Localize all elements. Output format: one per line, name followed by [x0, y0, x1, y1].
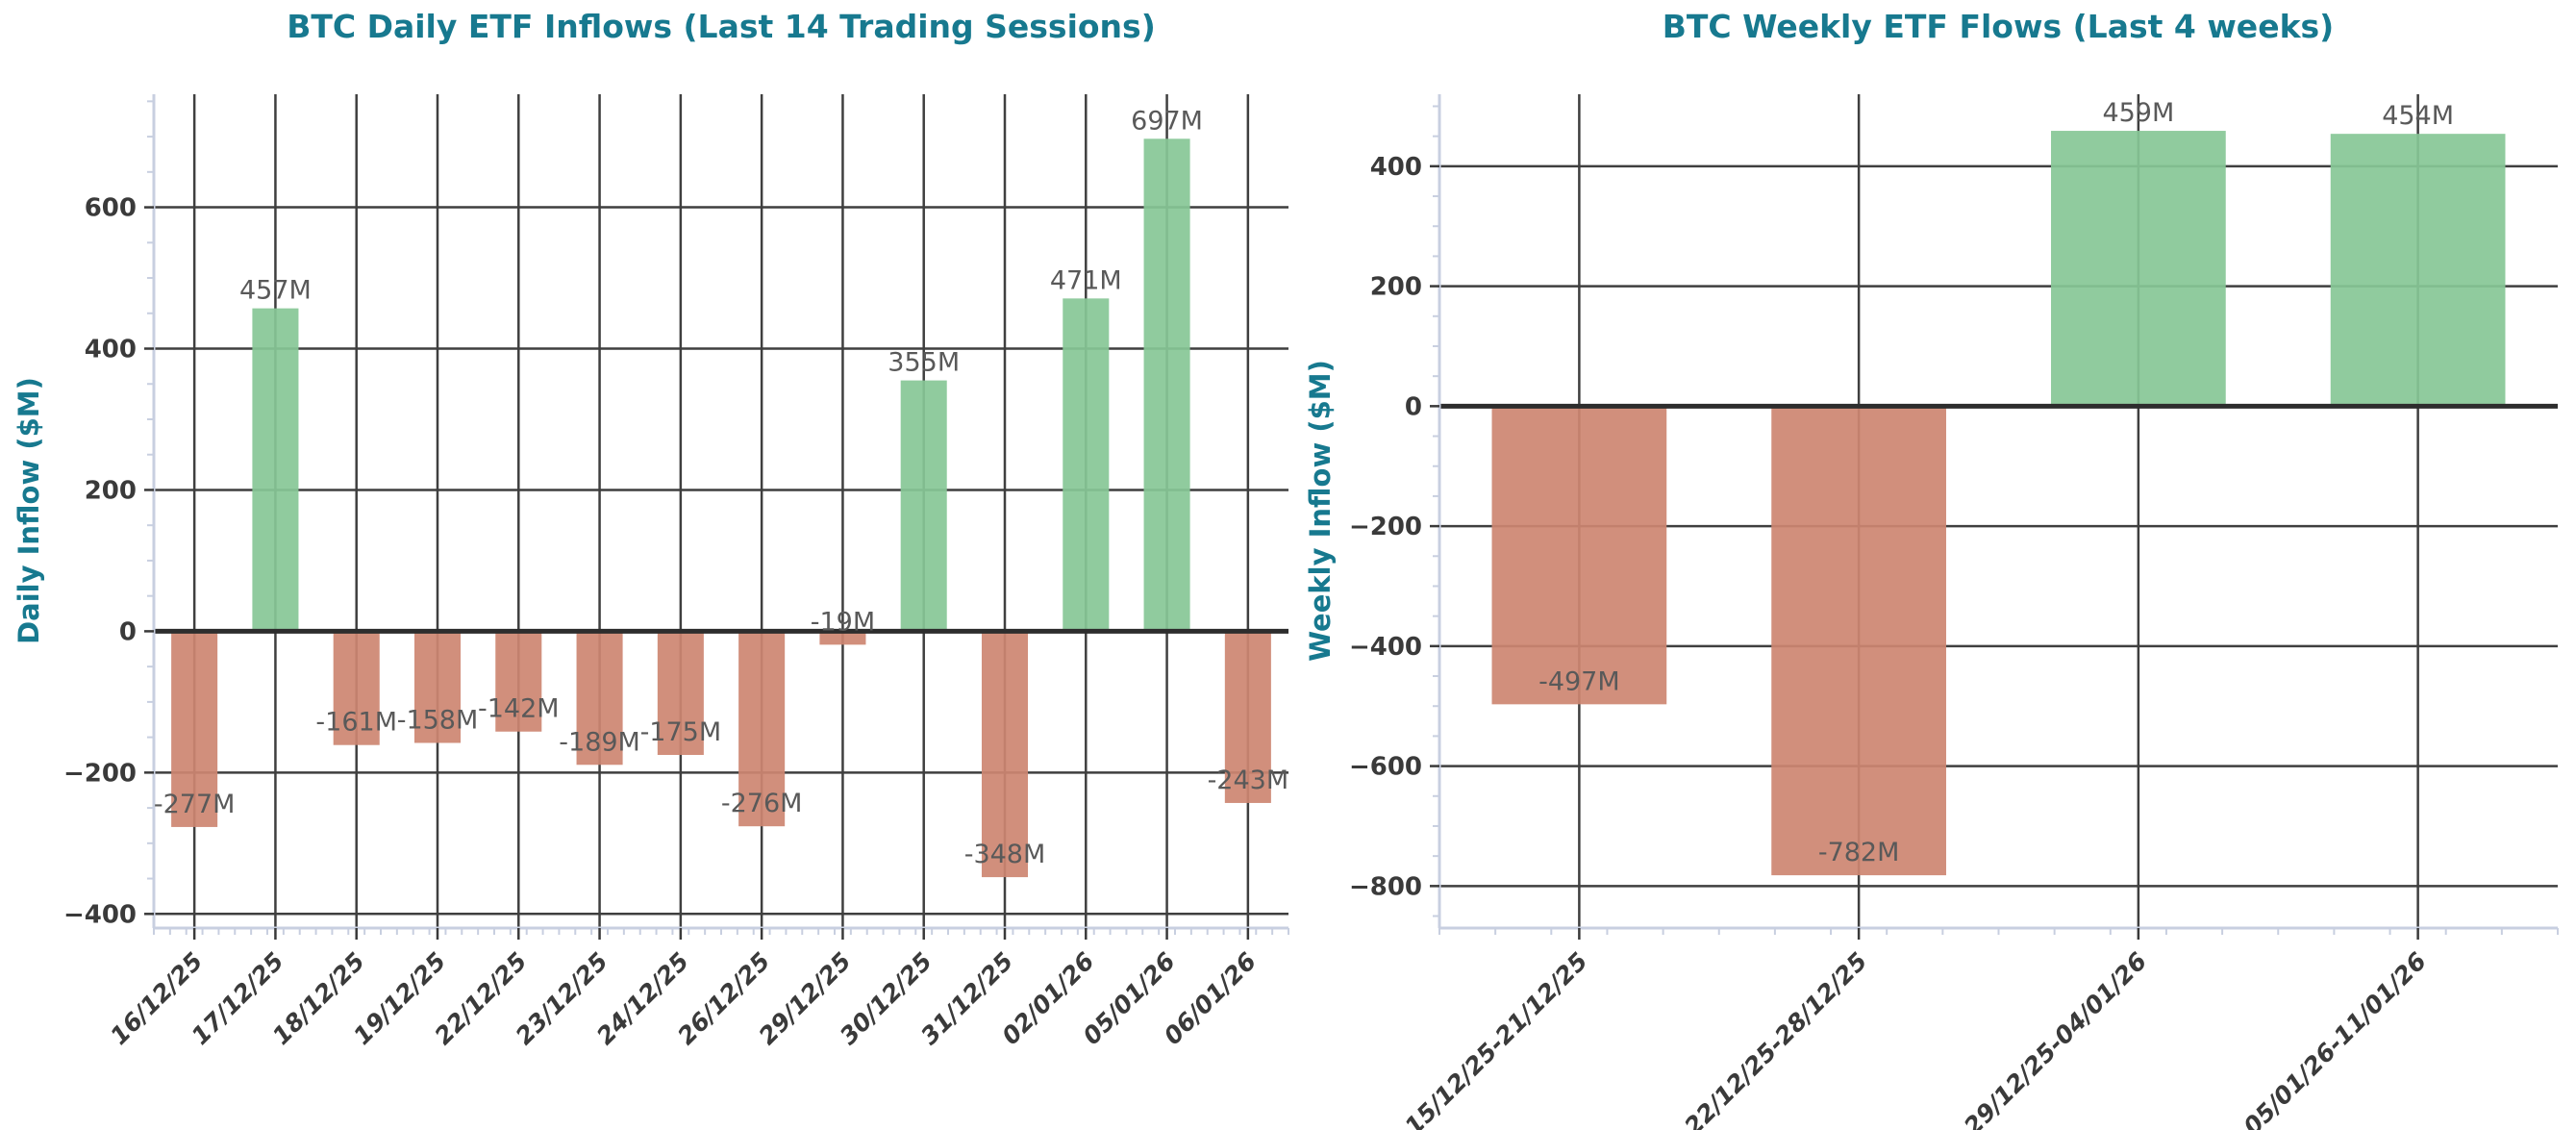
positive-bar	[900, 380, 947, 632]
negative-bar	[1224, 631, 1271, 803]
y-tick-label: −200	[63, 759, 137, 788]
bar-value-label: 697M	[1131, 106, 1203, 136]
y-tick-label: 400	[85, 336, 137, 364]
negative-bar	[657, 631, 704, 755]
y-tick-label: −400	[63, 900, 137, 929]
positive-bar	[2330, 134, 2506, 407]
x-tick-label: 15/12/25-21/12/25	[1399, 947, 1592, 1130]
bar-value-label: -175M	[640, 717, 722, 747]
y-tick-label: 200	[85, 476, 137, 505]
bar-value-label: -348M	[964, 840, 1046, 869]
negative-bar	[1491, 406, 1667, 705]
weekly-y-axis-label: Weekly Inflow ($M)	[1304, 360, 1337, 662]
weekly-chart-title: BTC Weekly ETF Flows (Last 4 weeks)	[1662, 8, 2335, 45]
negative-bar	[413, 631, 462, 743]
x-tick-label: 22/12/25-28/12/25	[1679, 947, 1872, 1130]
negative-bar	[819, 631, 866, 645]
daily-chart-title: BTC Daily ETF Inflows (Last 14 Trading S…	[287, 8, 1156, 45]
y-tick-label: 0	[1405, 392, 1422, 421]
y-tick-label: −800	[1349, 872, 1422, 901]
bar-value-label: -189M	[559, 727, 640, 757]
bar-value-label: -19M	[811, 607, 875, 637]
negative-bar	[1771, 406, 1946, 876]
negative-bar	[171, 631, 218, 827]
negative-bar	[738, 631, 786, 827]
y-tick-label: −400	[1349, 633, 1422, 662]
bar-value-label: -243M	[1208, 766, 1289, 795]
y-tick-label: −200	[1349, 513, 1422, 541]
y-tick-label: 0	[119, 617, 137, 646]
bar-value-label: -497M	[1538, 666, 1620, 696]
positive-bar	[2051, 131, 2226, 407]
bar-value-label: -276M	[721, 789, 803, 818]
bar-value-label: -158M	[397, 705, 479, 735]
bar-value-label: -277M	[154, 790, 236, 819]
negative-bar	[981, 631, 1029, 878]
positive-bar	[1063, 298, 1110, 632]
x-tick-label: 29/12/25-04/01/26	[1959, 947, 2152, 1130]
daily-y-axis-label: Daily Inflow ($M)	[13, 377, 45, 644]
bar-value-label: 471M	[1050, 265, 1122, 295]
y-tick-label: 600	[85, 194, 137, 223]
bar-value-label: 459M	[2102, 98, 2174, 128]
y-tick-label: 400	[1370, 153, 1422, 182]
daily-plot-area: 6004002000−200−40016/12/2517/12/2518/12/…	[63, 94, 1289, 1050]
y-tick-label: 200	[1370, 273, 1422, 302]
negative-bar	[576, 631, 623, 766]
bar-value-label: 454M	[2382, 101, 2454, 131]
x-tick-label: 05/01/26-11/01/26	[2238, 947, 2432, 1130]
bar-value-label: -161M	[315, 708, 397, 738]
y-tick-label: −600	[1349, 753, 1422, 782]
bar-value-label: -782M	[1818, 838, 1900, 867]
bar-value-label: 457M	[239, 276, 312, 306]
weekly-plot-area: 400 200 0 −200 −400 −600 −800 15/12/25-21/12/25…	[1349, 94, 2559, 1130]
daily-chart-panel: 600 400 200 0 −200 −400 16/12/25 17/12/25 18/12/…	[13, 8, 1289, 1050]
positive-bar	[1143, 138, 1190, 632]
negative-bar	[333, 631, 380, 745]
weekly-chart-panel: 400 200 0 −200 −400 −600 −800 15/12/25-21/12/25…	[1293, 0, 2576, 1130]
bar-value-label: 355M	[888, 348, 960, 378]
positive-bar	[252, 308, 299, 632]
bar-value-label: -142M	[478, 694, 560, 724]
negative-bar	[495, 631, 542, 732]
